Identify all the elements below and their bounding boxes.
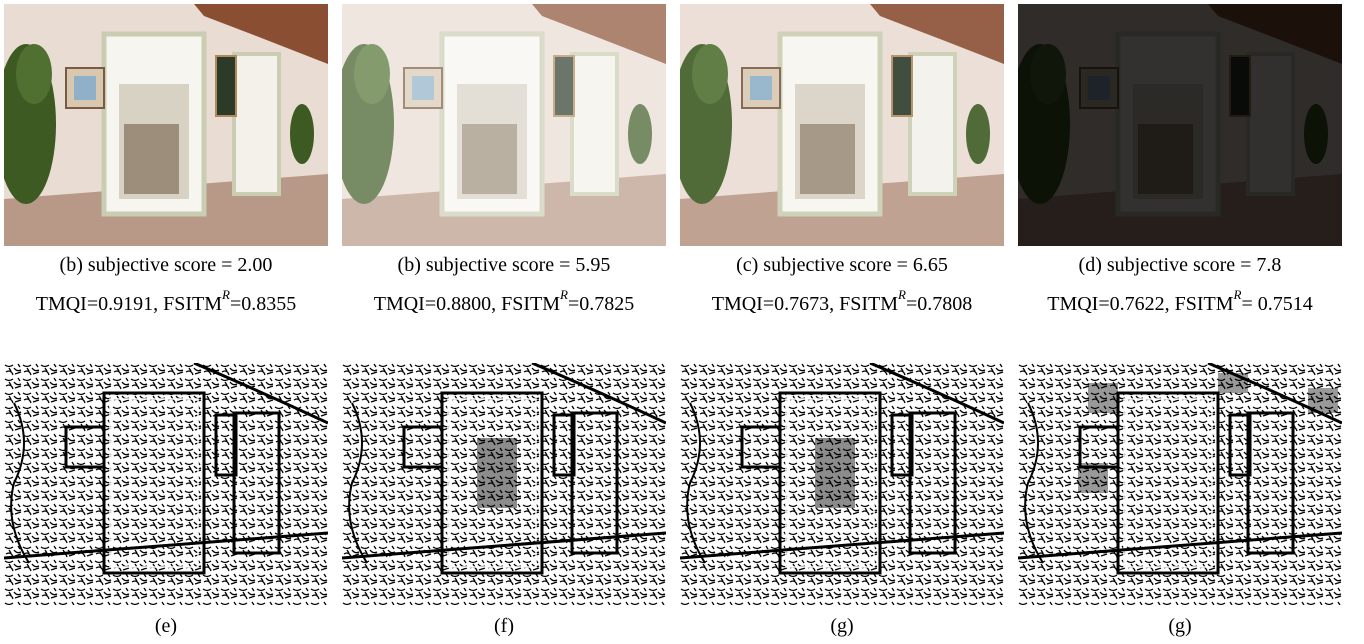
edge-texture xyxy=(4,363,328,605)
tmqi: TMQI=0.7673, xyxy=(712,293,834,315)
edge-map xyxy=(1018,363,1342,605)
dark-blob xyxy=(1218,373,1248,393)
photo-caption: (d) subjective score = 7.8 xyxy=(1008,254,1352,277)
photo xyxy=(4,4,328,246)
edge-caption: (g) xyxy=(670,615,1014,638)
figure: (b) subjective score = 2.00 TMQI=0.9191, … xyxy=(0,0,1364,644)
exposure-overlay xyxy=(342,4,666,246)
tmqi: TMQI=0.9191, xyxy=(36,293,158,315)
fsitm-value: =0.7808 xyxy=(906,293,972,315)
dark-blob xyxy=(1078,463,1108,493)
photo xyxy=(680,4,1004,246)
dark-blob xyxy=(815,438,855,508)
tmqi: TMQI=0.7622, xyxy=(1047,293,1169,315)
fsitm-superscript: R xyxy=(1234,287,1242,302)
fsitm-superscript: R xyxy=(222,287,230,302)
edge-caption: (f) xyxy=(332,615,676,638)
metrics: TMQI=0.9191, FSITMR=0.8355 xyxy=(0,293,338,316)
photo xyxy=(1018,4,1342,246)
edge-map xyxy=(4,363,328,605)
fsitm-value: =0.8355 xyxy=(230,293,296,315)
fsitm-label: FSITM xyxy=(839,293,898,315)
edge-caption: (e) xyxy=(0,615,338,638)
exposure-overlay xyxy=(680,4,1004,246)
photo-caption: (b) subjective score = 5.95 xyxy=(332,254,676,277)
fsitm-superscript: R xyxy=(898,287,906,302)
fsitm-value: = 0.7514 xyxy=(1241,293,1312,315)
fsitm-label: FSITM xyxy=(163,293,222,315)
metrics: TMQI=0.7622, FSITMR= 0.7514 xyxy=(1008,293,1352,316)
photo xyxy=(342,4,666,246)
fsitm-label: FSITM xyxy=(1175,293,1234,315)
edge-map xyxy=(342,363,666,605)
metrics: TMQI=0.8800, FSITMR=0.7825 xyxy=(332,293,676,316)
photo-caption: (b) subjective score = 2.00 xyxy=(0,254,338,277)
edge-texture xyxy=(1018,363,1342,605)
tmqi: TMQI=0.8800, xyxy=(374,293,496,315)
metrics: TMQI=0.7673, FSITMR=0.7808 xyxy=(670,293,1014,316)
dark-blob xyxy=(1308,388,1338,413)
photo-caption: (c) subjective score = 6.65 xyxy=(670,254,1014,277)
edge-caption: (g) xyxy=(1008,615,1352,638)
edge-map xyxy=(680,363,1004,605)
fsitm-superscript: R xyxy=(560,287,568,302)
exposure-overlay xyxy=(1018,4,1342,246)
fsitm-label: FSITM xyxy=(501,293,560,315)
fsitm-value: =0.7825 xyxy=(568,293,634,315)
photo-scene xyxy=(4,4,328,246)
dark-blob xyxy=(477,438,517,508)
dark-blob xyxy=(1088,383,1118,413)
